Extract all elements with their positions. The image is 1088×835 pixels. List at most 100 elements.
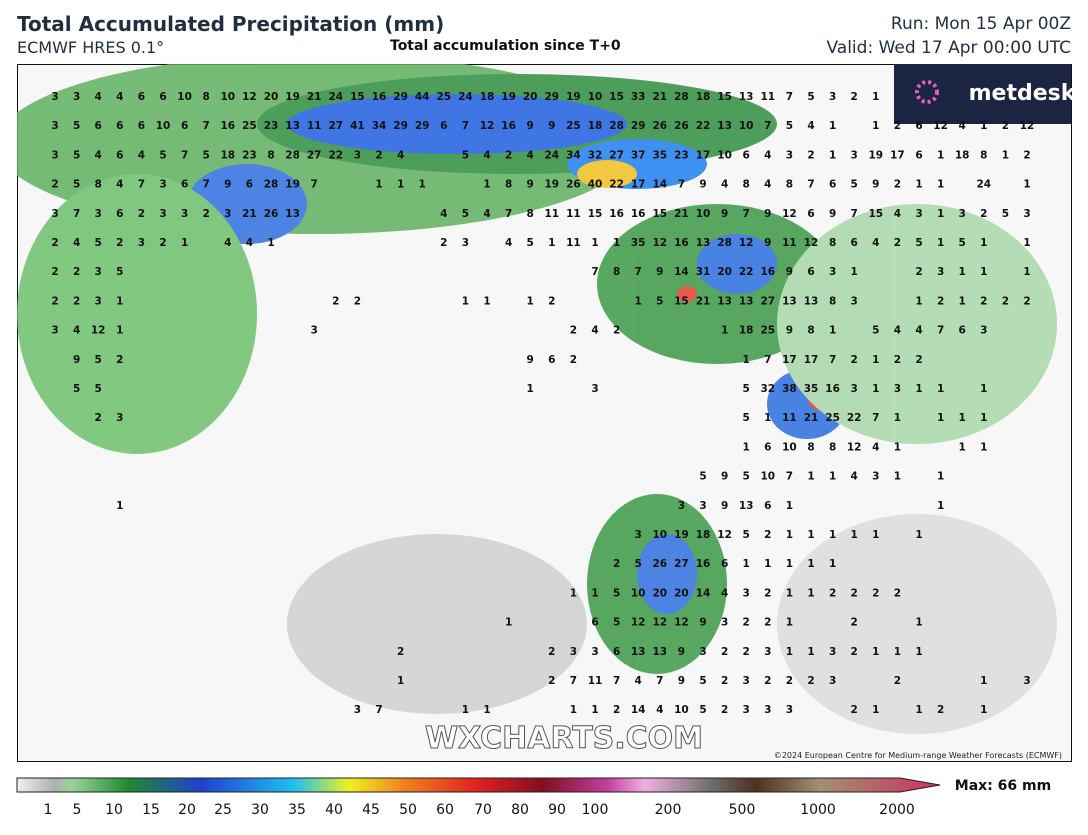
grid-value: 2 [721, 675, 728, 687]
grid-value: 3 [851, 383, 858, 395]
grid-value: 6 [116, 149, 123, 161]
grid-value: 1 [872, 354, 879, 366]
grid-value: 14 [696, 587, 711, 599]
grid-value: 4 [807, 120, 814, 132]
grid-value: 22 [739, 266, 754, 278]
grid-value: 35 [631, 237, 646, 249]
grid-value: 6 [807, 208, 814, 220]
grid-value: 1 [937, 208, 944, 220]
grid-value: 1 [959, 266, 966, 278]
grid-value: 4 [116, 179, 123, 191]
grid-value: 28 [609, 120, 624, 132]
grid-value: 14 [674, 266, 689, 278]
grid-value: 7 [786, 91, 793, 103]
grid-value: 2 [570, 325, 577, 337]
grid-value: 29 [393, 91, 408, 103]
grid-value: 7 [138, 179, 145, 191]
grid-value: 2 [829, 587, 836, 599]
grid-value: 1 [980, 675, 987, 687]
colorbar-tick-label: 45 [362, 802, 380, 818]
grid-value: 3 [354, 149, 361, 161]
grid-value: 1 [937, 471, 944, 483]
grid-value: 2 [375, 149, 382, 161]
grid-value: 4 [959, 120, 966, 132]
grid-value: 7 [678, 179, 685, 191]
grid-value: 12 [652, 237, 667, 249]
grid-value: 5 [527, 237, 534, 249]
colorbar-scale [16, 777, 941, 793]
grid-value: 10 [588, 91, 603, 103]
grid-value: 1 [764, 412, 771, 424]
grid-value: 1 [872, 120, 879, 132]
grid-value: 8 [829, 295, 836, 307]
grid-value: 11 [566, 208, 581, 220]
valid-time: Valid: Wed 17 Apr 00:00 UTC [826, 38, 1071, 58]
grid-value: 2 [95, 412, 102, 424]
grid-value: 31 [696, 266, 711, 278]
grid-value: 15 [652, 208, 667, 220]
grid-value: 1 [591, 704, 598, 716]
grid-value: 12 [717, 529, 732, 541]
grid-value: 13 [631, 646, 646, 658]
grid-value: 1 [829, 120, 836, 132]
grid-value: 20 [264, 91, 279, 103]
grid-value: 7 [73, 208, 80, 220]
grid-value: 7 [203, 179, 210, 191]
grid-value: 3 [159, 208, 166, 220]
grid-value: 3 [786, 704, 793, 716]
grid-value: 3 [959, 208, 966, 220]
grid-value: 1 [613, 237, 620, 249]
grid-value: 3 [894, 383, 901, 395]
grid-value: 8 [203, 91, 210, 103]
grid-value: 19 [285, 179, 300, 191]
grid-value: 40 [588, 179, 603, 191]
grid-value: 25 [566, 120, 581, 132]
grid-value: 8 [505, 179, 512, 191]
grid-value: 29 [393, 120, 408, 132]
grid-value: 1 [570, 587, 577, 599]
grid-value: 6 [959, 325, 966, 337]
grid-value: 9 [721, 500, 728, 512]
grid-value: 2 [980, 295, 987, 307]
grid-value: 3 [73, 91, 80, 103]
grid-value: 18 [588, 120, 603, 132]
grid-value: 21 [652, 91, 667, 103]
grid-value: 1 [505, 617, 512, 629]
grid-value: 37 [631, 149, 646, 161]
grid-value: 17 [804, 354, 819, 366]
grid-value: 2 [894, 675, 901, 687]
grid-value: 20 [717, 266, 732, 278]
grid-value: 25 [760, 325, 775, 337]
grid-value: 4 [440, 208, 447, 220]
grid-value: 5 [95, 383, 102, 395]
grid-value: 1 [743, 441, 750, 453]
grid-value: 23 [264, 120, 279, 132]
grid-value: 9 [73, 354, 80, 366]
grid-value: 1 [483, 704, 490, 716]
grid-value: 4 [224, 237, 231, 249]
grid-value: 1 [937, 237, 944, 249]
grid-value: 4 [505, 237, 512, 249]
grid-value: 3 [721, 617, 728, 629]
grid-value: 1 [894, 412, 901, 424]
grid-value: 2 [548, 646, 555, 658]
grid-value: 7 [851, 208, 858, 220]
grid-value: 13 [696, 237, 711, 249]
grid-value: 4 [116, 91, 123, 103]
grid-value: 1 [1023, 179, 1030, 191]
grid-value: 18 [480, 91, 495, 103]
grid-value: 5 [95, 354, 102, 366]
grid-value: 3 [95, 295, 102, 307]
grid-value: 5 [872, 325, 879, 337]
grid-value: 44 [415, 91, 430, 103]
subtitle: Total accumulation since T+0 [390, 38, 621, 54]
grid-value: 2 [980, 208, 987, 220]
grid-value: 1 [872, 529, 879, 541]
grid-value: 1 [807, 587, 814, 599]
grid-value: 2 [743, 646, 750, 658]
grid-value: 2 [159, 237, 166, 249]
grid-value: 41 [350, 120, 365, 132]
grid-value: 1 [915, 617, 922, 629]
grid-value: 9 [678, 675, 685, 687]
grid-value: 7 [181, 149, 188, 161]
